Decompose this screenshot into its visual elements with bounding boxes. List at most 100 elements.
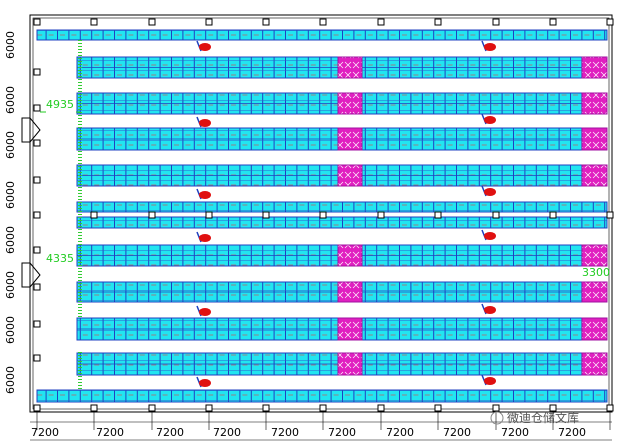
column [549,404,557,412]
rack-row [76,201,608,213]
column [33,354,41,362]
column [492,211,500,219]
stairs [78,350,82,390]
dimension-label: 7200 [443,426,471,439]
column [90,211,98,219]
column [148,404,156,412]
forklift [484,306,496,314]
dimension-label: 6000 [4,226,17,254]
rack-special [581,244,608,267]
dimension-label: 6000 [4,31,17,59]
rack-row [36,29,608,41]
door [21,262,41,288]
door [21,117,41,143]
rack-special [581,127,608,151]
column [33,68,41,76]
column [319,211,327,219]
rack-special [581,281,608,303]
column [606,211,614,219]
dimension-label: 7200 [558,426,586,439]
dimension-label: 7200 [31,426,59,439]
layout: 7200 7200 7200 7200 7200 7200 7200 7200 7200 7200… [4,18,614,441]
column [434,404,442,412]
column [262,211,270,219]
forklift [199,308,211,316]
watermark-icon [490,411,504,425]
dimension-annotation: 3300 [582,266,610,279]
dimension-label: 6000 [4,316,17,344]
column [606,404,614,412]
column [549,211,557,219]
dimension-annotation: 4335 [46,252,74,265]
column [33,404,41,412]
column [33,246,41,254]
dimension-label: 6000 [4,271,17,299]
column [148,18,156,26]
column [262,18,270,26]
forklift [199,234,211,242]
rack-special [337,92,363,115]
forklift [199,191,211,199]
column [33,176,41,184]
rack-special [337,281,363,303]
column [33,211,41,219]
dimension-label: 6000 [4,86,17,114]
column [377,404,385,412]
forklift [484,377,496,385]
rack-row [36,389,608,403]
column [549,18,557,26]
forklift [484,116,496,124]
watermark: 微迪仓储文库 [507,410,579,425]
forklift [199,379,211,387]
column [33,104,41,112]
column [33,320,41,328]
dimension-label: 7200 [271,426,299,439]
column [377,211,385,219]
column [492,404,500,412]
rack-special [581,352,608,376]
column [33,283,41,291]
rack-special [581,92,608,115]
rack-special [337,56,363,79]
column [90,404,98,412]
column [319,18,327,26]
column [434,211,442,219]
rack-special [337,127,363,151]
dimension-label: 6000 [4,366,17,394]
dimension-label: 6000 [4,131,17,159]
forklift [484,43,496,51]
rack-row [76,216,608,229]
dimension-label: 7200 [213,426,241,439]
forklift [199,119,211,127]
dimension-annotation: 4935 [46,98,74,111]
rack-special [581,164,608,187]
dimension-label: 7200 [156,426,184,439]
column [319,404,327,412]
dimension-label: 7200 [501,426,529,439]
dimension-label: 7200 [386,426,414,439]
column [33,139,41,147]
forklift [484,188,496,196]
column [205,404,213,412]
column [262,404,270,412]
forklift [199,43,211,51]
column [33,18,41,26]
column [434,18,442,26]
column [90,18,98,26]
rack-special [581,56,608,79]
dimension-label: 7200 [328,426,356,439]
rack-special [581,317,608,341]
column [205,211,213,219]
column [205,18,213,26]
column [148,211,156,219]
column [606,18,614,26]
stairs [78,40,82,318]
dimension-label: 6000 [4,181,17,209]
dimension-label: 7200 [96,426,124,439]
column [492,18,500,26]
rack-special [337,317,363,341]
rack-special [337,164,363,187]
rack-special [337,244,363,267]
rack-special [337,352,363,376]
